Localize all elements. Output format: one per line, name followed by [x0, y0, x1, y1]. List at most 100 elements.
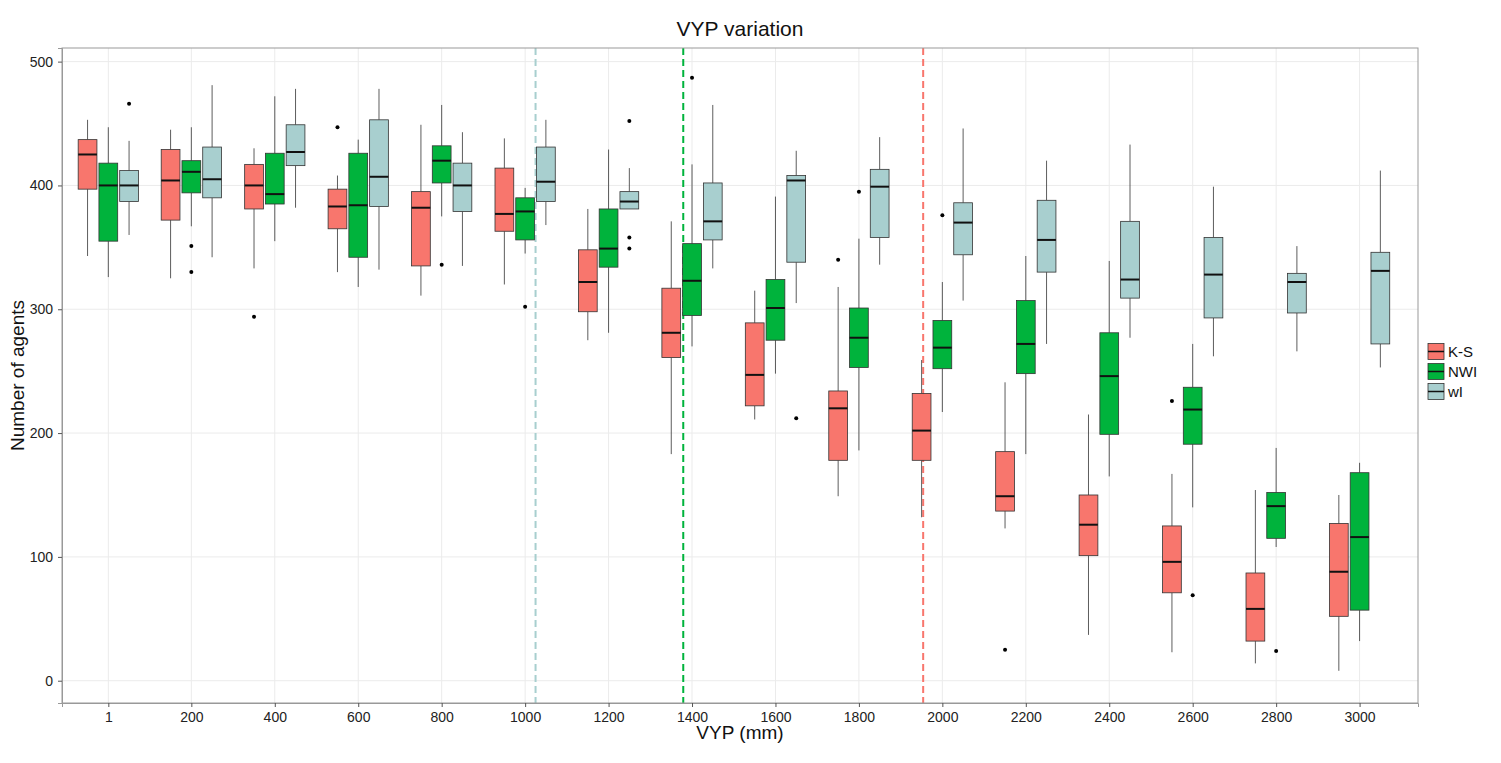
median	[787, 179, 806, 181]
median	[182, 171, 201, 173]
whisker-high	[879, 137, 880, 169]
x-tick-label: 3000	[1345, 709, 1376, 725]
median	[954, 222, 973, 224]
whisker-low	[1046, 272, 1047, 344]
whisker-low	[87, 189, 88, 256]
x-tick: 2000	[927, 703, 958, 725]
whisker-high	[754, 291, 755, 323]
x-tick-mark	[275, 703, 276, 707]
x-grid-line	[108, 48, 109, 703]
median	[412, 207, 431, 209]
box	[432, 146, 451, 183]
whisker-high	[1005, 382, 1006, 451]
whisker-low	[1109, 434, 1110, 476]
box	[683, 244, 702, 316]
y-tick-label: 300	[30, 301, 54, 317]
x-grid-line	[191, 48, 192, 703]
whisker-low	[1005, 511, 1006, 528]
box	[99, 163, 118, 241]
median	[265, 193, 284, 195]
x-tick-mark	[1360, 703, 1361, 707]
whisker-high	[838, 287, 839, 391]
box	[1100, 333, 1119, 435]
x-tick: 2800	[1261, 703, 1292, 725]
y-tick-mark	[58, 309, 62, 310]
y-tick: 500	[30, 54, 62, 70]
box	[412, 192, 431, 266]
x-tick-label: 400	[264, 709, 288, 725]
y-grid-line	[62, 433, 1418, 434]
legend-label: K-S	[1448, 343, 1473, 360]
x-tick: 1	[105, 703, 113, 725]
outlier	[836, 258, 840, 262]
whisker-high	[712, 105, 713, 183]
median	[850, 337, 869, 339]
whisker-low	[441, 183, 442, 216]
box	[662, 288, 681, 357]
median	[996, 495, 1015, 497]
box	[328, 189, 347, 229]
box	[870, 169, 889, 237]
y-axis-title: Number of agents	[7, 300, 28, 451]
x-tick: 1000	[510, 703, 541, 725]
legend-item: NWI	[1428, 363, 1477, 380]
box	[1163, 526, 1182, 593]
x-tick-label: 2200	[1011, 709, 1042, 725]
median	[1079, 524, 1098, 526]
median	[328, 205, 347, 207]
whisker-high	[525, 188, 526, 198]
whisker-high	[1296, 246, 1297, 273]
box	[120, 171, 139, 202]
whisker-low	[712, 240, 713, 268]
y-axis: 0100200300400500	[30, 49, 63, 704]
box	[286, 125, 305, 166]
x-grid-line	[525, 48, 526, 703]
box	[1371, 252, 1390, 344]
whisker-low	[692, 315, 693, 346]
box	[349, 153, 368, 257]
whisker-high	[1255, 490, 1256, 573]
whisker-low	[671, 358, 672, 455]
plot-frame	[62, 48, 1418, 703]
box	[1079, 495, 1098, 556]
whisker-high	[629, 168, 630, 192]
median	[432, 160, 451, 162]
outlier	[252, 315, 256, 319]
median	[1246, 608, 1265, 610]
whisker-low	[295, 166, 296, 208]
y-tick-label: 100	[30, 549, 54, 565]
whisker-low	[838, 460, 839, 496]
outlier	[440, 263, 444, 267]
box	[1121, 221, 1140, 298]
box	[370, 120, 389, 207]
box	[182, 161, 201, 193]
x-tick-label: 200	[180, 709, 204, 725]
legend-label: wI	[1447, 383, 1463, 400]
outlier	[189, 270, 193, 274]
box	[766, 280, 785, 341]
y-tick: 0	[45, 673, 62, 689]
outlier	[335, 125, 339, 129]
whisker-low	[1276, 538, 1277, 547]
box	[745, 323, 764, 406]
x-tick-mark	[1109, 703, 1110, 707]
whisker-low	[1171, 593, 1172, 652]
x-tick: 2600	[1178, 703, 1209, 725]
box	[599, 209, 618, 267]
whisker-low	[1359, 610, 1360, 641]
whisker-low	[775, 340, 776, 373]
y-tick-label: 400	[30, 177, 54, 193]
threshold-line	[922, 48, 924, 703]
median	[933, 347, 952, 349]
box	[620, 192, 639, 209]
x-axis-title: VYP (mm)	[696, 722, 783, 743]
whisker-high	[858, 239, 859, 308]
x-tick-label: 1000	[510, 709, 541, 725]
x-tick-mark	[358, 703, 359, 707]
y-tick-mark	[58, 433, 62, 434]
box	[933, 320, 952, 368]
whisker-high	[274, 96, 275, 153]
median	[703, 220, 722, 222]
whisker-high	[1130, 145, 1131, 222]
x-tick-mark	[442, 703, 443, 707]
